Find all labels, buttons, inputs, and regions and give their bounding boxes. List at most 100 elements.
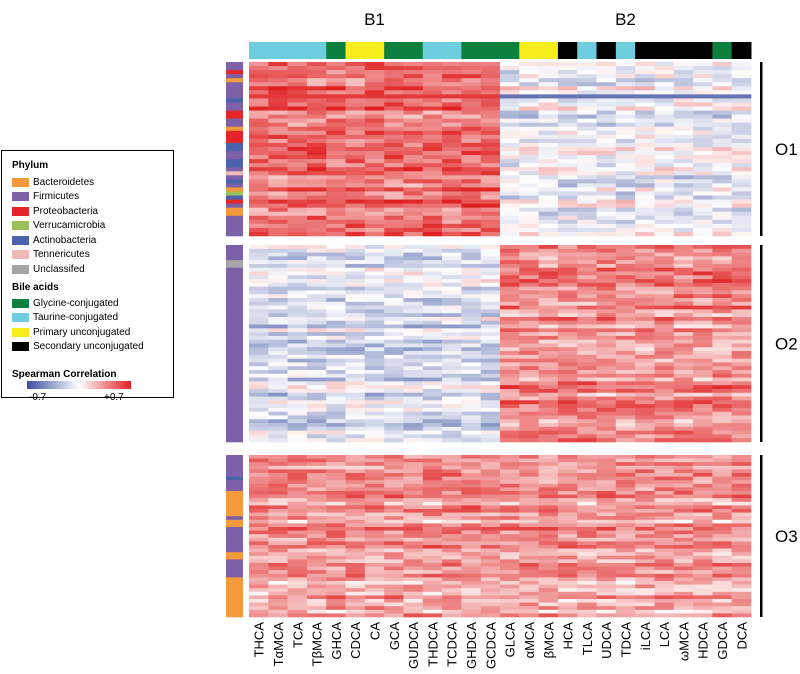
heatmap-cell [538,215,559,221]
heatmap-cell [500,498,520,503]
heatmap-cell [480,298,501,303]
heatmap-cell [249,114,269,119]
heatmap-cell [519,231,539,237]
phylum-row-cell [226,351,243,356]
heatmap-cell [538,552,559,557]
heatmap-cell [326,203,346,208]
heatmap-cell [461,260,481,265]
heatmap-cell [480,263,501,269]
heatmap-cell [538,573,559,578]
heatmap-cell [577,555,597,560]
heatmap-cell [306,102,327,107]
phylum-row-cell [226,118,243,123]
heatmap-cell [577,316,597,322]
heatmap-cell [654,279,675,284]
heatmap-cell [577,313,597,318]
heatmap-cell [673,62,694,67]
heatmap-cell [500,588,520,593]
heatmap-cell [480,167,501,172]
heatmap-cell [384,419,404,424]
heatmap-cell [480,282,501,287]
heatmap-cell [306,335,327,341]
heatmap-cell [384,114,404,119]
phylum-row-cell [226,487,243,492]
heatmap-cell [635,570,655,575]
heatmap-cell [287,385,308,390]
heatmap-cell [557,512,578,517]
heatmap-cell [500,231,520,237]
column-type-cell [480,42,501,59]
phylum-row-cell [226,146,243,152]
heatmap-cell [731,458,752,463]
heatmap-cell [287,316,308,322]
heatmap-cell [249,483,269,488]
heatmap-cell [654,388,675,394]
heatmap-cell [500,179,520,184]
heatmap-cell [519,142,539,148]
heatmap-cell [538,458,559,463]
heatmap-cell [249,256,269,261]
heatmap-cell [384,548,404,553]
heatmap-cell [461,591,481,596]
heatmap-cell [557,555,578,560]
heatmap-cell [500,167,520,172]
heatmap-cell [345,106,366,111]
heatmap-cell [654,298,675,303]
heatmap-cell [693,207,713,213]
heatmap-cell [364,271,385,276]
heatmap-cell [384,545,404,549]
heatmap-cell [500,385,520,390]
heatmap-cell [480,151,501,156]
heatmap-cell [557,175,578,180]
heatmap-cell [693,256,713,261]
heatmap-cell [306,498,327,503]
heatmap-cell [461,613,481,618]
heatmap-cell [654,78,675,83]
heatmap-cell [268,465,288,470]
heatmap-cell [712,606,732,611]
heatmap-cell [306,577,327,582]
heatmap-cell [326,419,346,424]
heatmap-cell [287,559,308,564]
heatmap-cell [442,163,462,168]
heatmap-cell [364,458,385,463]
heatmap-cell [693,313,713,318]
heatmap-cell [480,301,501,306]
heatmap-cell [442,66,462,71]
heatmap-cell [654,187,675,192]
heatmap-cell [403,313,424,318]
heatmap-cell [249,347,269,352]
heatmap-cell [500,377,520,382]
heatmap-cell [364,385,385,390]
heatmap-cell [345,294,366,299]
heatmap-cell [384,366,404,371]
heatmap-cell [557,126,578,132]
heatmap-cell [422,552,443,557]
heatmap-cell [519,519,539,524]
heatmap-cell [615,179,636,184]
heatmap-cell [673,537,694,542]
heatmap-cell [615,527,636,531]
heatmap-cell [364,248,385,253]
heatmap-cell [326,309,346,314]
heatmap-cell [364,146,385,152]
heatmap-cell [615,411,636,416]
heatmap-cell [461,609,481,614]
heatmap-cell [596,335,617,341]
heatmap-cell [268,581,288,585]
heatmap-cell [500,584,520,589]
heatmap-cell [557,505,578,510]
heatmap-cell [345,487,366,492]
heatmap-cell [635,396,655,401]
heatmap-cell [326,566,346,571]
heatmap-cell [422,62,443,67]
heatmap-cell [712,396,732,401]
heatmap-cell [577,86,597,91]
heatmap-cell [500,358,520,363]
heatmap-cell [384,458,404,463]
heatmap-cell [268,404,288,409]
heatmap-cell [384,455,404,459]
heatmap-cell [364,523,385,528]
heatmap-cell [403,430,424,435]
heatmap-cell [287,163,308,168]
